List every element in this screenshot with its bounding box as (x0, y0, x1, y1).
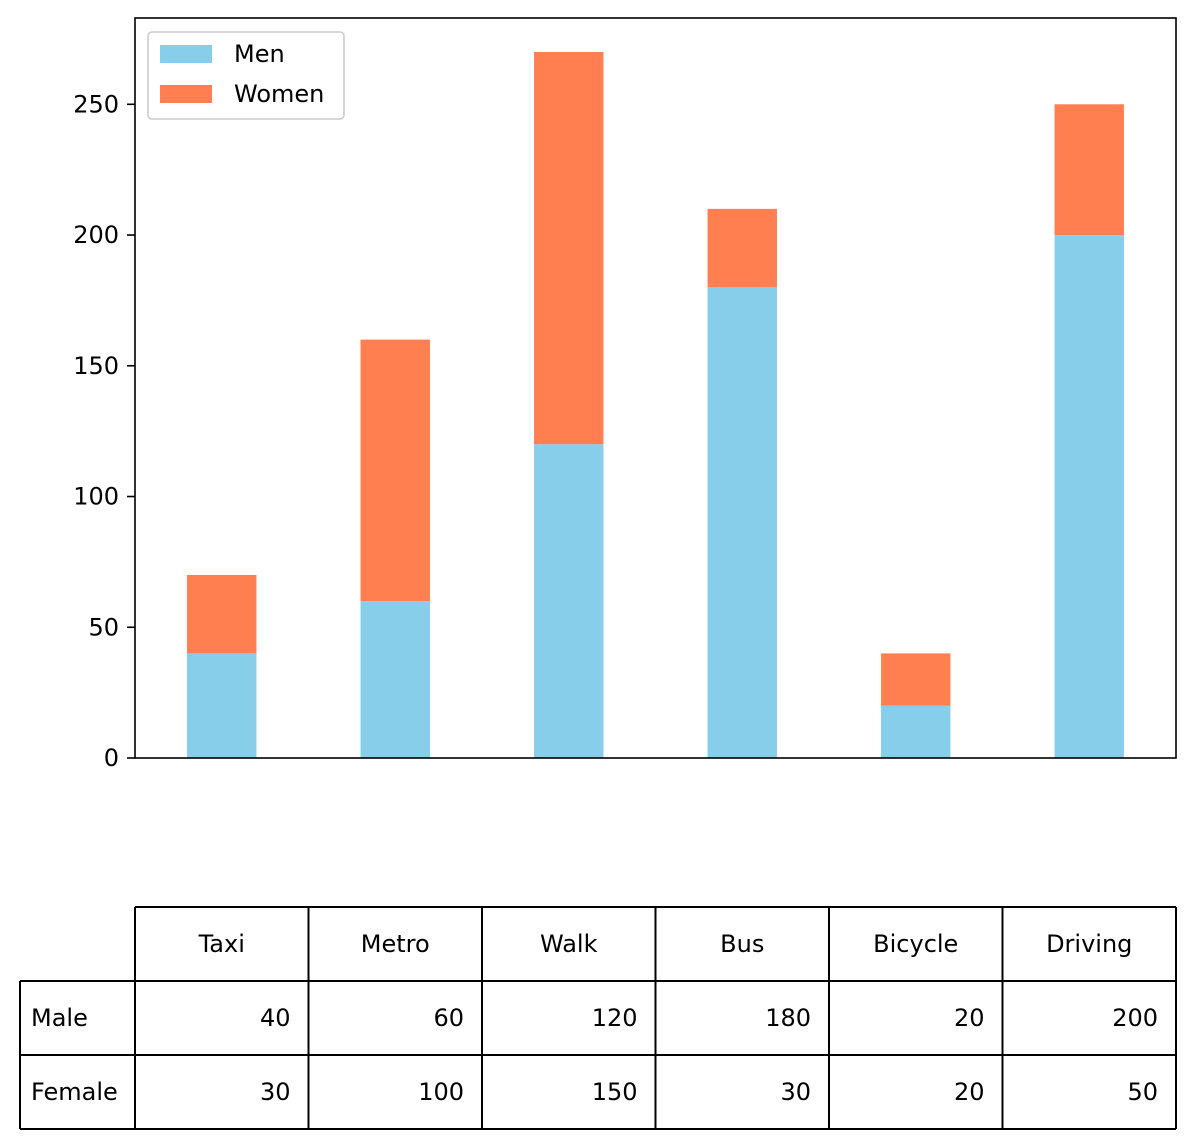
table-col-label-driving: Driving (1046, 930, 1132, 958)
table-col-label-bicycle: Bicycle (873, 930, 958, 958)
bar-women-metro (360, 339, 430, 602)
legend-label-men: Men (234, 40, 285, 68)
legend-swatch-men (160, 45, 212, 63)
y-tick-label-250: 250 (73, 90, 119, 118)
y-tick-label-200: 200 (73, 221, 119, 249)
table-col-label-walk: Walk (540, 930, 598, 958)
table-cell-female-driving: 50 (1127, 1078, 1158, 1106)
table-col-label-metro: Metro (361, 930, 430, 958)
bar-women-taxi (187, 574, 257, 654)
table-col-label-taxi: Taxi (198, 930, 245, 958)
bar-men-driving (1054, 235, 1124, 758)
table-cell-female-taxi: 30 (260, 1078, 291, 1106)
table-row-label-male: Male (31, 1004, 88, 1032)
table-cell-female-bus: 30 (780, 1078, 811, 1106)
table-cell-female-metro: 100 (418, 1078, 464, 1106)
table-cell-male-taxi: 40 (260, 1004, 291, 1032)
table-cell-male-driving: 200 (1112, 1004, 1158, 1032)
y-tick-label-100: 100 (73, 483, 119, 511)
y-tick-label-0: 0 (104, 744, 119, 772)
y-axis: 0 50 100 150 200 250 (73, 90, 135, 772)
data-table: Taxi Metro Walk Bus Bicycle Driving Male 40 60 12… (19, 906, 1177, 1130)
bar-women-walk (534, 51, 604, 445)
table-cell-male-bus: 180 (765, 1004, 811, 1032)
bar-women-bicycle (881, 653, 951, 706)
y-tick-label-150: 150 (73, 352, 119, 380)
table-cell-female-bicycle: 20 (954, 1078, 985, 1106)
table-row-label-female: Female (31, 1078, 118, 1106)
bar-men-metro (360, 601, 430, 758)
bar-men-bus (707, 287, 777, 758)
table-cell-male-metro: 60 (433, 1004, 464, 1032)
bars-layer (187, 51, 1124, 758)
bar-women-bus (707, 208, 777, 288)
table-cell-male-walk: 120 (592, 1004, 638, 1032)
bar-men-walk (534, 444, 604, 758)
bar-men-taxi (187, 653, 257, 758)
legend: Men Women (147, 31, 345, 120)
bar-women-driving (1054, 104, 1124, 236)
table-col-label-bus: Bus (720, 930, 764, 958)
plot-area-frame (134, 17, 1177, 759)
table-cell-female-walk: 150 (592, 1078, 638, 1106)
legend-label-women: Women (234, 80, 324, 108)
y-tick-label-50: 50 (88, 613, 119, 641)
legend-swatch-women (160, 85, 212, 103)
bar-men-bicycle (881, 705, 951, 758)
table-cell-male-bicycle: 20 (954, 1004, 985, 1032)
